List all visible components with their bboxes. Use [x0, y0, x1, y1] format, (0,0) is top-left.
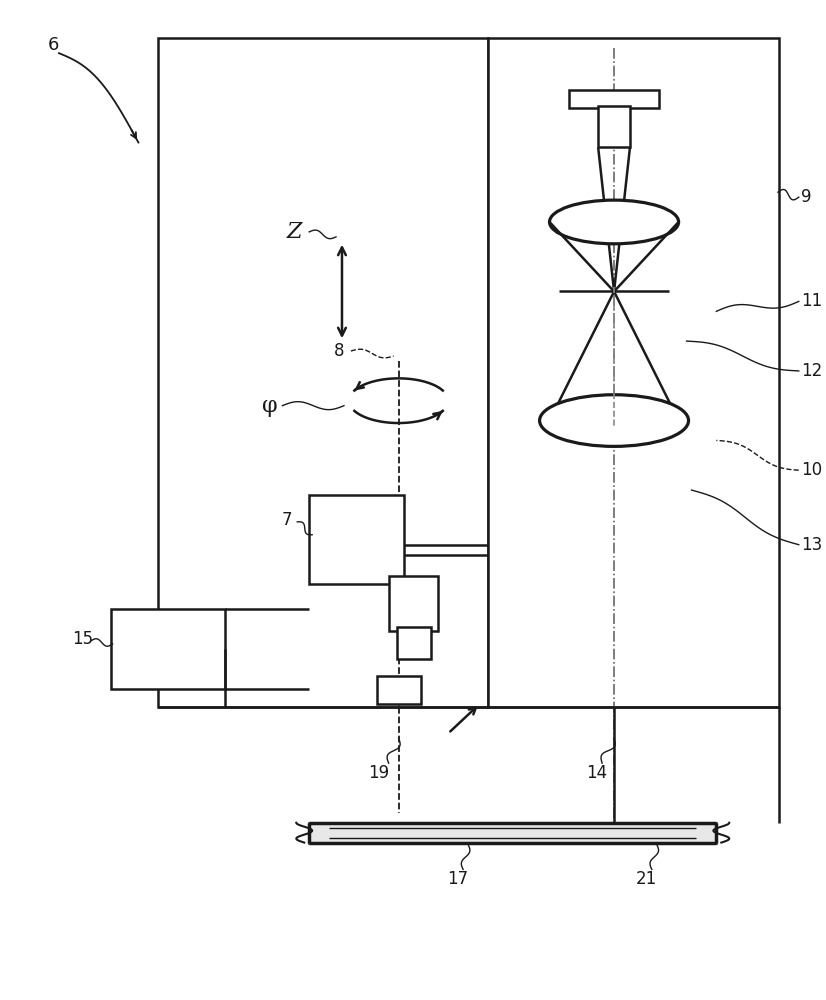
- Text: 7: 7: [282, 511, 292, 529]
- Ellipse shape: [539, 395, 689, 446]
- Text: 14: 14: [586, 764, 608, 782]
- Ellipse shape: [549, 200, 679, 244]
- Bar: [389, 576, 439, 631]
- Text: 10: 10: [800, 461, 822, 479]
- Text: 21: 21: [636, 870, 657, 888]
- Text: 17: 17: [448, 870, 468, 888]
- Bar: [488, 38, 779, 707]
- Text: 19: 19: [368, 764, 389, 782]
- Text: 9: 9: [800, 188, 811, 206]
- Bar: [569, 90, 659, 108]
- Bar: [396, 627, 431, 659]
- Bar: [598, 106, 630, 147]
- Text: 11: 11: [800, 292, 822, 310]
- Text: φ: φ: [262, 395, 278, 417]
- Text: Z: Z: [287, 221, 302, 243]
- Bar: [309, 823, 716, 843]
- Text: 6: 6: [47, 36, 59, 54]
- Bar: [111, 609, 225, 689]
- Bar: [309, 495, 404, 584]
- Text: 15: 15: [72, 630, 93, 648]
- Text: 13: 13: [800, 536, 822, 554]
- Text: 8: 8: [334, 342, 344, 360]
- Bar: [377, 676, 421, 704]
- Bar: [159, 38, 488, 707]
- Text: 12: 12: [800, 362, 822, 380]
